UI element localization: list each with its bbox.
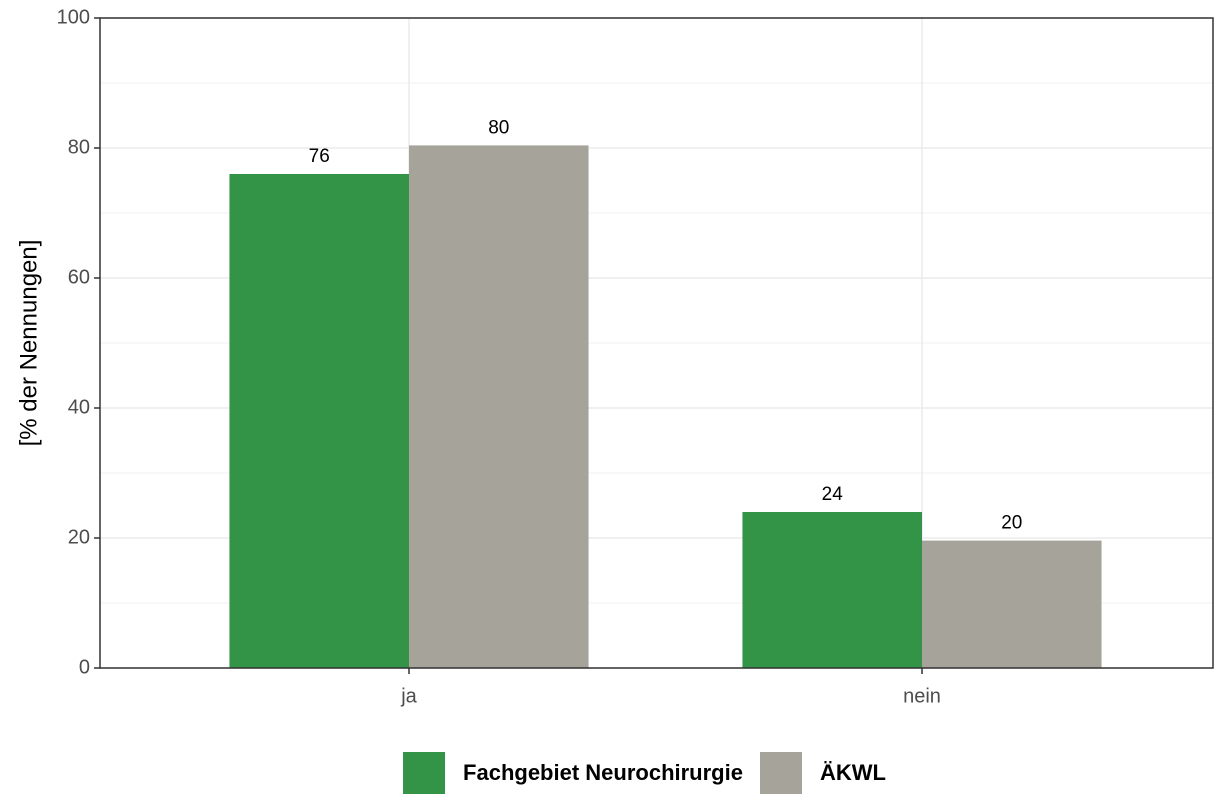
- x-tick-label: ja: [400, 685, 417, 707]
- data-label: 76: [309, 146, 330, 167]
- data-label: 20: [1001, 513, 1022, 534]
- data-label: 80: [488, 117, 509, 138]
- legend-label: Fachgebiet Neurochirurgie: [463, 760, 743, 785]
- x-tick-label: nein: [903, 685, 941, 707]
- y-tick-label: 40: [68, 396, 90, 418]
- y-tick-label: 0: [79, 656, 90, 678]
- y-tick-label: 80: [68, 136, 90, 158]
- panel-border: [99, 17, 1214, 669]
- bar: [742, 512, 922, 668]
- legend-label: ÄKWL: [820, 760, 886, 785]
- data-label: 24: [822, 484, 844, 505]
- y-tick-label: 60: [68, 266, 90, 288]
- bar: [229, 174, 409, 668]
- legend-key: [759, 752, 802, 794]
- bar: [922, 540, 1102, 668]
- bar: [409, 145, 589, 668]
- legend-key: [403, 752, 446, 794]
- y-axis-label: [% der Nennungen]: [15, 240, 42, 447]
- y-tick-label: 100: [57, 6, 90, 28]
- legend: Fachgebiet Neurochirurgie ÄKWL: [403, 752, 886, 794]
- y-tick-label: 20: [68, 526, 90, 548]
